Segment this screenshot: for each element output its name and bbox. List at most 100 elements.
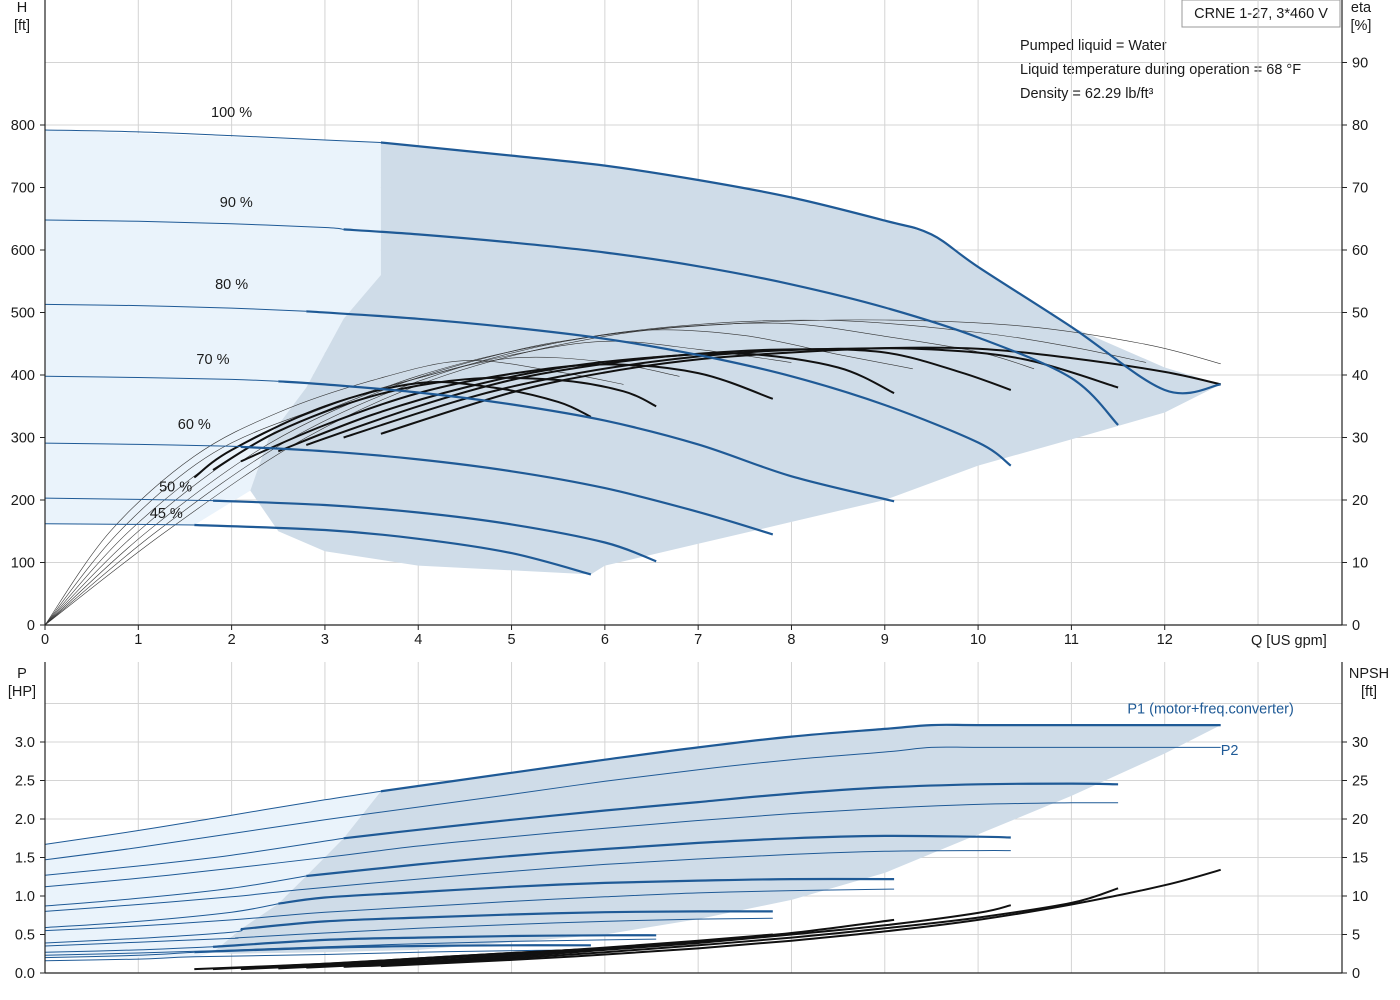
y-tick-label: 2.0 xyxy=(15,812,35,828)
info-line-temperature: Liquid temperature during operation = 68… xyxy=(1020,62,1301,78)
y-tick-label: 0.5 xyxy=(15,928,35,944)
efficiency-curve xyxy=(277,352,895,453)
speed-curve-thin xyxy=(44,497,214,502)
p1-curve-thin xyxy=(44,875,307,907)
y2-tick-label: 10 xyxy=(1352,889,1368,905)
speed-curve-thin xyxy=(44,129,381,143)
top-xlabel: Q [US gpm] xyxy=(1251,633,1327,649)
product-label: CRNE 1-27, 3*460 V xyxy=(1194,6,1328,22)
series-label: P1 (motor+freq.converter) xyxy=(1127,702,1293,718)
head-efficiency-chart: 100 %90 %80 %70 %60 %50 %45 %0 1 2 3 4 5 6 7 8 9 1… xyxy=(11,0,1368,648)
system-curve xyxy=(44,319,1147,626)
efficiency-curve xyxy=(240,363,774,463)
speed-label: 50 % xyxy=(159,479,192,495)
x-tick-label: 2 xyxy=(228,632,236,648)
y-tick-label: 200 xyxy=(11,493,35,509)
p1-curve-thin xyxy=(44,837,344,876)
system-curve xyxy=(44,319,1221,626)
speed-curve-thin xyxy=(44,219,344,230)
efficiency-curve xyxy=(305,348,1012,446)
power-npsh-chart: P1 (motor+freq.converter) P2 0.0 0.5 1.0 1.5 2… xyxy=(15,662,1368,982)
top-y2label-line1: eta xyxy=(1351,0,1372,16)
top-ylabel-line2: [ft] xyxy=(14,18,30,34)
y2-tick-label: 0 xyxy=(1352,618,1360,634)
y2-tick-label: 50 xyxy=(1352,306,1368,322)
operating-area xyxy=(250,142,1221,575)
x-tick-label: 9 xyxy=(881,632,889,648)
y-tick-label: 2.5 xyxy=(15,774,35,790)
y-tick-label: 3.0 xyxy=(15,735,35,751)
p1-curve xyxy=(240,910,773,931)
speed-curve xyxy=(343,228,1119,426)
y2-tick-label: 60 xyxy=(1352,243,1368,259)
y-tick-label: 0.0 xyxy=(15,966,35,982)
x-tick-label: 7 xyxy=(694,632,702,648)
p1-curve-thin xyxy=(44,903,279,929)
system-curve xyxy=(44,322,1035,626)
npsh-curve xyxy=(306,904,1012,969)
info-line-pumped-liquid: Pumped liquid = Water xyxy=(1020,38,1167,54)
speed-curve-thin xyxy=(44,523,195,526)
x-tick-label: 12 xyxy=(1157,632,1173,648)
p1-curve xyxy=(194,944,591,954)
x-tick-label: 11 xyxy=(1064,632,1079,648)
speed-curve xyxy=(306,310,1012,467)
y2-tick-label: 20 xyxy=(1352,812,1368,828)
npsh-curve xyxy=(380,868,1221,968)
x-tick-label: 10 xyxy=(970,632,986,648)
x-tick-label: 6 xyxy=(601,632,609,648)
p1-curve xyxy=(343,782,1119,840)
y2-tick-label: 70 xyxy=(1352,181,1368,197)
p2-curve xyxy=(44,917,773,947)
speed-curve xyxy=(240,445,774,536)
p1-curve-thin xyxy=(44,946,214,953)
y-tick-label: 500 xyxy=(11,306,35,322)
y2-tick-label: 40 xyxy=(1352,368,1368,384)
y2-tick-label: 90 xyxy=(1352,56,1368,72)
x-tick-label: 3 xyxy=(321,632,329,648)
y2-tick-label: 15 xyxy=(1352,851,1368,867)
p1-curve-thin xyxy=(44,951,195,959)
y-tick-label: 1.0 xyxy=(15,889,35,905)
y2-tick-label: 5 xyxy=(1352,928,1360,944)
y-tick-label: 100 xyxy=(11,556,35,572)
p1-curve xyxy=(212,934,657,948)
speed-curve-thin xyxy=(44,375,279,382)
y2-tick-label: 10 xyxy=(1352,556,1368,572)
info-line-density: Density = 62.29 lb/ft³ xyxy=(1020,86,1154,102)
efficiency-curve xyxy=(343,347,1119,439)
p1-curve xyxy=(306,834,1011,878)
p2-curve xyxy=(44,938,657,956)
y-tick-label: 400 xyxy=(11,368,35,384)
speed-curve xyxy=(278,380,895,503)
top-ylabel-line1: H xyxy=(17,0,27,16)
speed-curve-thin xyxy=(44,303,307,312)
bottom-ylabel-line2: [HP] xyxy=(8,684,36,700)
y2-tick-label: 80 xyxy=(1352,118,1368,134)
full-range-region xyxy=(45,791,381,958)
speed-curve xyxy=(194,523,592,576)
speed-label: 60 % xyxy=(178,417,211,433)
speed-curve xyxy=(212,499,657,563)
x-tick-label: 8 xyxy=(787,632,795,648)
speed-label: 45 % xyxy=(150,506,183,522)
y-tick-label: 700 xyxy=(11,181,35,197)
y2-tick-label: 20 xyxy=(1352,493,1368,509)
product-label-box xyxy=(1181,0,1341,28)
y2-tick-label: 0 xyxy=(1352,966,1360,982)
efficiency-curve xyxy=(380,346,1221,435)
y2-tick-label: 30 xyxy=(1352,735,1368,751)
full-range-region xyxy=(45,130,381,525)
efficiency-curve xyxy=(212,376,657,471)
system-curve xyxy=(44,329,913,626)
efficiency-curve xyxy=(193,381,592,479)
y-tick-label: 600 xyxy=(11,243,35,259)
y-tick-label: 1.5 xyxy=(15,851,35,867)
series-label: P2 xyxy=(1221,743,1239,759)
x-tick-label: 0 xyxy=(41,632,49,648)
x-tick-label: 1 xyxy=(134,632,142,648)
p1-curve-thin xyxy=(44,790,381,845)
top-y2label-line2: [%] xyxy=(1351,18,1372,34)
speed-curve xyxy=(380,141,1221,395)
